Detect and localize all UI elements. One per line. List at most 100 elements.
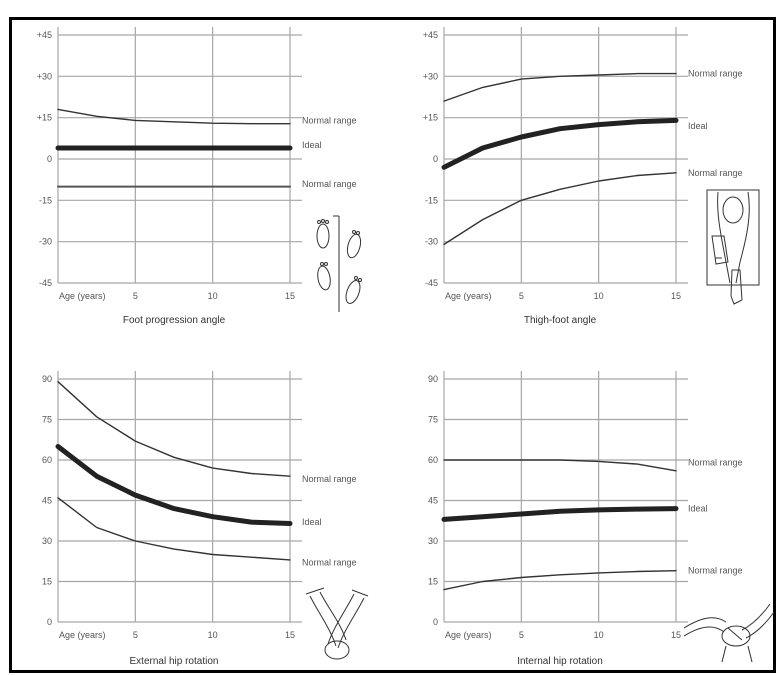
- y-tick-label: -45: [39, 278, 52, 288]
- y-tick-label: +15: [423, 113, 438, 123]
- x-tick-label: 5: [133, 630, 138, 640]
- grid: [57, 371, 302, 623]
- series-label-ideal: Ideal: [302, 140, 322, 150]
- x-ticks: Age (years) 5 10 15: [59, 630, 295, 640]
- x-axis-label: Age (years): [59, 291, 106, 301]
- series-line-ideal: [441, 117, 679, 170]
- x-tick-label: 10: [208, 291, 218, 301]
- series-line-ideal: [441, 506, 679, 522]
- x-axis-label: Age (years): [59, 630, 106, 640]
- y-tick-label: -30: [39, 237, 52, 247]
- grid: [57, 27, 302, 284]
- chart-thigh-foot: +45 +30 +15 0 -15 -30 -45 Age (years) 5 …: [423, 27, 760, 326]
- y-tick-label: -30: [425, 237, 438, 247]
- footprints-icon: [316, 215, 362, 312]
- y-tick-label: +45: [37, 30, 52, 40]
- thigh-foot-examination-icon: [706, 189, 760, 305]
- y-tick-label: 90: [428, 374, 438, 384]
- y-tick-label: 0: [47, 154, 52, 164]
- y-tick-label: +30: [37, 71, 52, 81]
- y-tick-label: 60: [42, 455, 52, 465]
- chart-foot-progression: +45 +30 +15 0 -15 -30 -45 Age (years) 5 …: [37, 27, 362, 326]
- x-tick-label: 10: [208, 630, 218, 640]
- y-tick-label: 90: [42, 374, 52, 384]
- series-label-normal-lower: Normal range: [302, 558, 357, 568]
- x-tick-label: 5: [133, 291, 138, 301]
- y-tick-label: 30: [42, 536, 52, 546]
- series-label-ideal: Ideal: [688, 504, 708, 514]
- y-tick-label: +15: [37, 113, 52, 123]
- series-line-ideal: [55, 444, 293, 526]
- series-line-normal-upper: [57, 381, 291, 477]
- series-line-normal-upper: [443, 72, 677, 102]
- x-ticks: Age (years) 5 10 15: [445, 291, 681, 301]
- curves: [55, 108, 293, 188]
- series-line-normal-lower: [57, 497, 291, 561]
- series-labels: Normal range Ideal Normal range: [302, 474, 357, 568]
- y-tick-label: 0: [433, 154, 438, 164]
- x-tick-label: 15: [285, 291, 295, 301]
- series-label-normal-lower: Normal range: [688, 566, 743, 576]
- x-axis-label: Age (years): [445, 630, 492, 640]
- chart-title: Foot progression angle: [123, 315, 226, 326]
- chart-external-hip-rotation: 90 75 60 45 30 15 0 Age (years) 5 10 15 …: [42, 371, 369, 667]
- y-tick-label: 0: [433, 617, 438, 627]
- x-tick-label: 10: [594, 291, 604, 301]
- y-tick-label: 15: [42, 577, 52, 587]
- chart-title: External hip rotation: [130, 656, 219, 667]
- x-tick-label: 5: [519, 291, 524, 301]
- curves: [55, 381, 293, 561]
- y-ticks: +45 +30 +15 0 -15 -30 -45: [423, 30, 438, 288]
- series-line-normal-lower: [443, 570, 677, 591]
- series-label-ideal: Ideal: [688, 121, 708, 131]
- y-tick-label: 75: [42, 415, 52, 425]
- series-label-normal-upper: Normal range: [302, 115, 357, 125]
- series-label-normal-upper: Normal range: [688, 69, 743, 79]
- grid: [443, 27, 688, 284]
- y-tick-label: +30: [423, 71, 438, 81]
- y-tick-label: 45: [428, 496, 438, 506]
- series-label-normal-lower: Normal range: [688, 168, 743, 178]
- y-tick-label: 0: [47, 617, 52, 627]
- y-tick-label: 45: [42, 496, 52, 506]
- x-tick-label: 15: [671, 630, 681, 640]
- prone-hip-rotation-icon: [683, 603, 775, 663]
- series-label-normal-upper: Normal range: [688, 458, 743, 468]
- y-ticks: 90 75 60 45 30 15 0: [428, 374, 438, 627]
- y-tick-label: -15: [425, 195, 438, 205]
- series-labels: Normal range Ideal Normal range: [688, 458, 743, 576]
- crossed-legs-icon: [305, 587, 369, 660]
- outer-border: [9, 17, 776, 673]
- series-line-normal-upper: [443, 459, 677, 472]
- x-ticks: Age (years) 5 10 15: [445, 630, 681, 640]
- chart-title: Thigh-foot angle: [524, 315, 597, 326]
- series-label-normal-upper: Normal range: [302, 474, 357, 484]
- x-axis-label: Age (years): [445, 291, 492, 301]
- series-label-normal-lower: Normal range: [302, 179, 357, 189]
- x-ticks: Age (years) 5 10 15: [59, 291, 295, 301]
- y-tick-label: 60: [428, 455, 438, 465]
- x-tick-label: 5: [519, 630, 524, 640]
- y-tick-label: 75: [428, 415, 438, 425]
- x-tick-label: 15: [285, 630, 295, 640]
- series-label-ideal: Ideal: [302, 517, 322, 527]
- curves: [441, 459, 679, 591]
- y-tick-label: 15: [428, 577, 438, 587]
- y-ticks: +45 +30 +15 0 -15 -30 -45: [37, 30, 52, 288]
- chart-internal-hip-rotation: 90 75 60 45 30 15 0 Age (years) 5 10 15 …: [428, 371, 775, 667]
- series-labels: Normal range Ideal Normal range: [688, 69, 743, 178]
- y-ticks: 90 75 60 45 30 15 0: [42, 374, 52, 627]
- curves: [441, 72, 679, 246]
- chart-title: Internal hip rotation: [517, 656, 603, 667]
- y-tick-label: 30: [428, 536, 438, 546]
- series-line-normal-upper: [57, 108, 291, 125]
- series-labels: Normal range Ideal Normal range: [302, 115, 357, 188]
- y-tick-label: +45: [423, 30, 438, 40]
- x-tick-label: 15: [671, 291, 681, 301]
- y-tick-label: -45: [425, 278, 438, 288]
- x-tick-label: 10: [594, 630, 604, 640]
- y-tick-label: -15: [39, 195, 52, 205]
- series-line-normal-lower: [443, 172, 677, 246]
